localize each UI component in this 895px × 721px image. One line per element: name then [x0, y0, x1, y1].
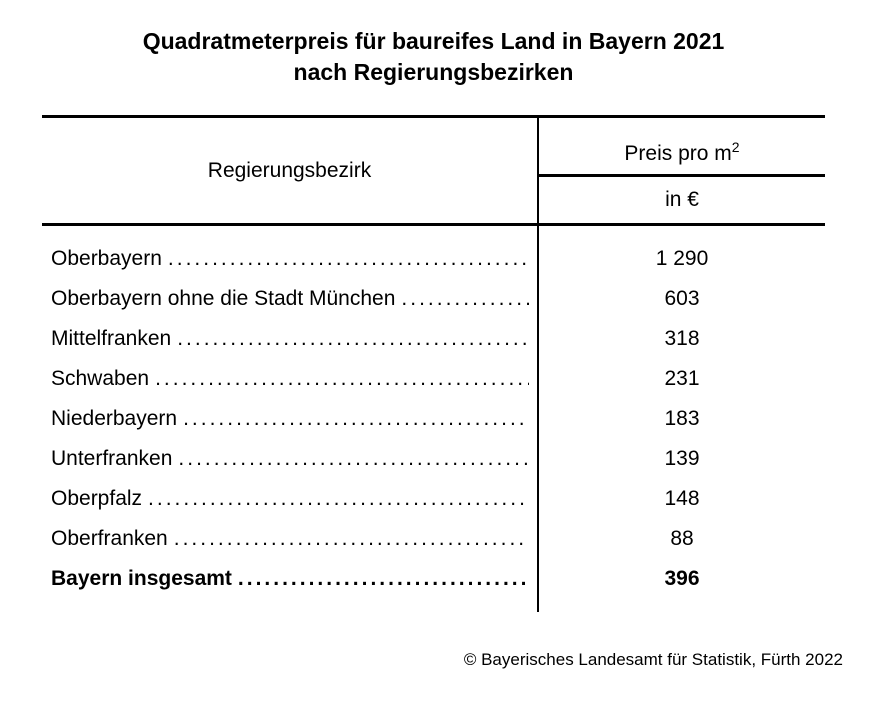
title-line-2: nach Regierungsbezirken: [293, 59, 574, 85]
table-row-bayern-insgesamt: Bayern insgesamt 396: [42, 559, 825, 599]
row-label: Unterfranken: [51, 447, 173, 470]
price-label: Preis pro m: [624, 142, 732, 165]
row-value: 603: [664, 287, 700, 310]
table-row-mittelfranken: Mittelfranken 318: [42, 319, 825, 359]
table-row-oberbayern: Oberbayern 1 290: [42, 239, 825, 279]
leader-dots: [148, 479, 529, 519]
table-row-schwaben: Schwaben 231: [42, 359, 825, 399]
row-value: 183: [664, 407, 700, 430]
table-row-unterfranken: Unterfranken 139: [42, 439, 825, 479]
leader-dots: [168, 239, 529, 279]
leader-dots: [177, 319, 529, 359]
row-label: Oberfranken: [51, 527, 168, 550]
row-label-cell: Mittelfranken: [42, 319, 539, 359]
row-label: Niederbayern: [51, 407, 178, 430]
row-label: Oberbayern: [51, 247, 162, 270]
column-header-unit: in €: [665, 188, 699, 211]
leader-dots: [155, 359, 529, 399]
row-label-cell: Niederbayern: [42, 399, 539, 439]
column-header-regierungsbezirk: Regierungsbezirk: [207, 158, 372, 182]
row-value: 88: [670, 527, 694, 550]
column-divider: [537, 118, 539, 612]
row-label-cell: Bayern insgesamt: [42, 559, 539, 599]
table-row-oberbayern-ohne-muenchen: Oberbayern ohne die Stadt München 603: [42, 279, 825, 319]
leader-dots: [183, 399, 529, 439]
page-title: Quadratmeterpreis für baureifes Land in …: [42, 26, 825, 88]
row-label-cell: Oberbayern ohne die Stadt München: [42, 279, 539, 319]
table-row-niederbayern: Niederbayern 183: [42, 399, 825, 439]
leader-dots: [174, 519, 529, 559]
leader-dots: [178, 439, 529, 479]
row-value: 1 290: [655, 247, 709, 270]
row-label: Bayern insgesamt: [51, 567, 232, 590]
row-label: Oberbayern ohne die Stadt München: [51, 287, 396, 310]
row-label-cell: Oberfranken: [42, 519, 539, 559]
row-label-cell: Oberpfalz: [42, 479, 539, 519]
leader-dots: [238, 559, 529, 599]
row-value: 318: [664, 327, 700, 350]
row-value: 139: [664, 447, 700, 470]
leader-dots: [401, 279, 529, 319]
row-label-cell: Unterfranken: [42, 439, 539, 479]
title-line-1: Quadratmeterpreis für baureifes Land in …: [142, 28, 725, 54]
row-label: Mittelfranken: [51, 327, 172, 350]
table-header: Regierungsbezirk Preis pro m2 in €: [42, 118, 825, 226]
statistics-table: Regierungsbezirk Preis pro m2 in € Oberb…: [42, 115, 825, 612]
price-superscript: 2: [731, 139, 740, 155]
table-body: Oberbayern 1 290 Oberbayern ohne die Sta…: [42, 226, 825, 612]
row-value: 148: [664, 487, 700, 510]
column-header-preis-pro-m2: Preis pro m2: [539, 118, 825, 177]
copyright-note: © Bayerisches Landesamt für Statistik, F…: [463, 650, 843, 669]
row-label-cell: Schwaben: [42, 359, 539, 399]
row-value: 231: [664, 367, 700, 390]
row-label: Oberpfalz: [51, 487, 143, 510]
row-label-cell: Oberbayern: [42, 239, 539, 279]
row-label: Schwaben: [51, 367, 150, 390]
row-value: 396: [664, 567, 700, 590]
table-row-oberfranken: Oberfranken 88: [42, 519, 825, 559]
table-row-oberpfalz: Oberpfalz 148: [42, 479, 825, 519]
column-header-price-group: Preis pro m2 in €: [539, 118, 825, 223]
